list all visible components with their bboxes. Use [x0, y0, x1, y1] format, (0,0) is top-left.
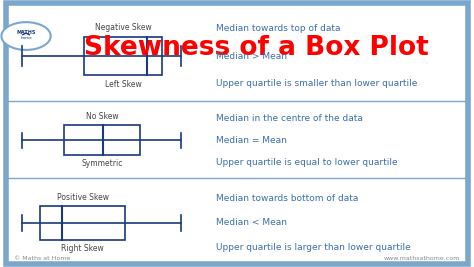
Text: Skewness of a Box Plot: Skewness of a Box Plot: [83, 35, 428, 61]
Text: Left Skew: Left Skew: [105, 80, 142, 89]
Bar: [64, 125, 140, 155]
Text: home: home: [20, 36, 32, 40]
Text: Median towards top of data: Median towards top of data: [216, 24, 340, 33]
Bar: [40, 206, 125, 240]
Text: Upper quartile is smaller than lower quartile: Upper quartile is smaller than lower qua…: [216, 80, 417, 88]
Text: No Skew: No Skew: [86, 112, 118, 121]
Text: © Maths at Home: © Maths at Home: [14, 256, 71, 261]
Bar: [84, 37, 162, 75]
Text: Positive Skew: Positive Skew: [56, 193, 109, 202]
Text: MATHS: MATHS: [17, 30, 36, 35]
Circle shape: [1, 22, 51, 50]
Text: Median > Mean: Median > Mean: [216, 52, 287, 61]
Text: Median < Mean: Median < Mean: [216, 218, 287, 227]
Text: www.mathsathome.com: www.mathsathome.com: [383, 256, 460, 261]
Text: Negative Skew: Negative Skew: [95, 23, 152, 32]
Text: Median towards bottom of data: Median towards bottom of data: [216, 194, 358, 203]
Text: Median = Mean: Median = Mean: [216, 136, 287, 145]
FancyBboxPatch shape: [6, 3, 468, 264]
Text: Right Skew: Right Skew: [61, 244, 104, 253]
Text: Median in the centre of the data: Median in the centre of the data: [216, 113, 363, 123]
Text: Upper quartile is larger than lower quartile: Upper quartile is larger than lower quar…: [216, 243, 410, 252]
Text: Upper quartile is equal to lower quartile: Upper quartile is equal to lower quartil…: [216, 158, 397, 167]
Text: Symmetric: Symmetric: [82, 159, 123, 168]
